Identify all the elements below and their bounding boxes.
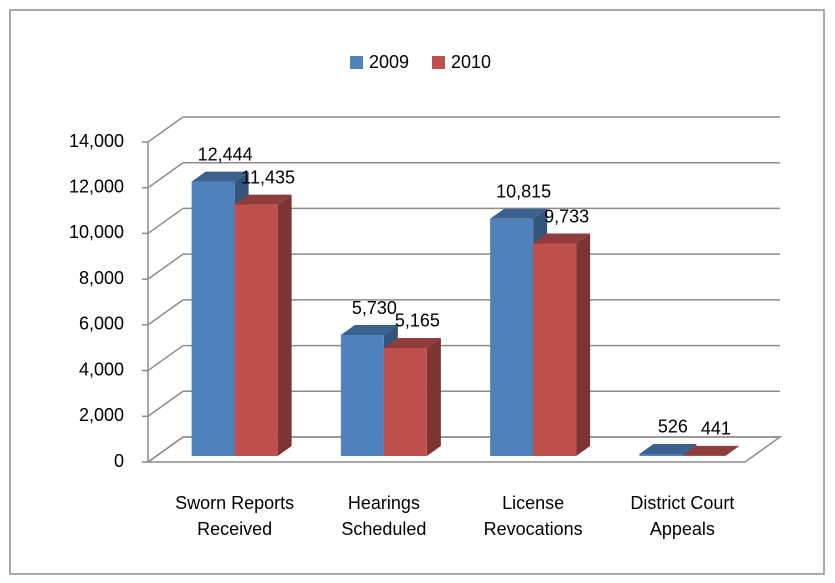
data-label: 11,435 [241,167,295,187]
data-label: 12,444 [198,144,253,164]
y-tick-label: 12,000 [69,176,124,196]
data-label: 10,815 [496,182,551,202]
data-label: 9,733 [544,206,589,226]
grid-line [147,162,184,189]
bar [383,347,427,456]
y-tick-label: 10,000 [69,222,124,242]
grid-line [147,207,184,235]
bar-top [191,171,249,182]
legend-swatch [432,56,445,69]
y-tick-label: 4,000 [79,359,124,379]
y-tick-label: 6,000 [79,314,124,334]
bar-top [383,337,441,348]
data-label: 526 [658,417,688,437]
x-tick-label: Sworn Reports Received [175,493,295,539]
bar [340,335,384,456]
grid-line [147,344,184,372]
bar [533,243,577,456]
bar-side [426,337,441,456]
legend-label: 2010 [451,52,491,72]
bar-top [234,194,292,205]
data-label: 5,165 [395,311,440,331]
grid-line [147,116,184,143]
grid-line [147,253,184,280]
legend-label: 2009 [369,52,409,72]
bar [191,181,235,456]
bar [639,453,683,456]
bar-top [639,443,697,454]
grid-line [147,436,184,463]
y-tick-label: 0 [114,451,124,471]
bar-top [340,325,398,336]
bar-side [277,194,292,456]
bar-side [725,445,740,456]
x-tick-label: District Court Appeals [630,493,735,539]
grid-line [147,390,184,417]
data-label: 5,730 [352,298,397,318]
x-tick-label: Hearings Scheduled [341,493,427,539]
legend-swatch [350,56,363,69]
chart-border [9,9,825,575]
grid-line [147,299,184,326]
data-label: 441 [701,419,731,439]
y-tick-label: 2,000 [79,405,124,425]
bar-top [490,208,548,219]
y-tick-label: 14,000 [69,131,124,151]
y-tick-label: 8,000 [79,268,124,288]
bar-side [682,443,697,456]
bar-side [576,233,591,456]
x-tick-label: License Revocations [483,493,583,539]
bar-top [533,233,591,244]
bar-top [682,445,740,456]
bar [490,218,534,456]
bar [234,204,278,456]
